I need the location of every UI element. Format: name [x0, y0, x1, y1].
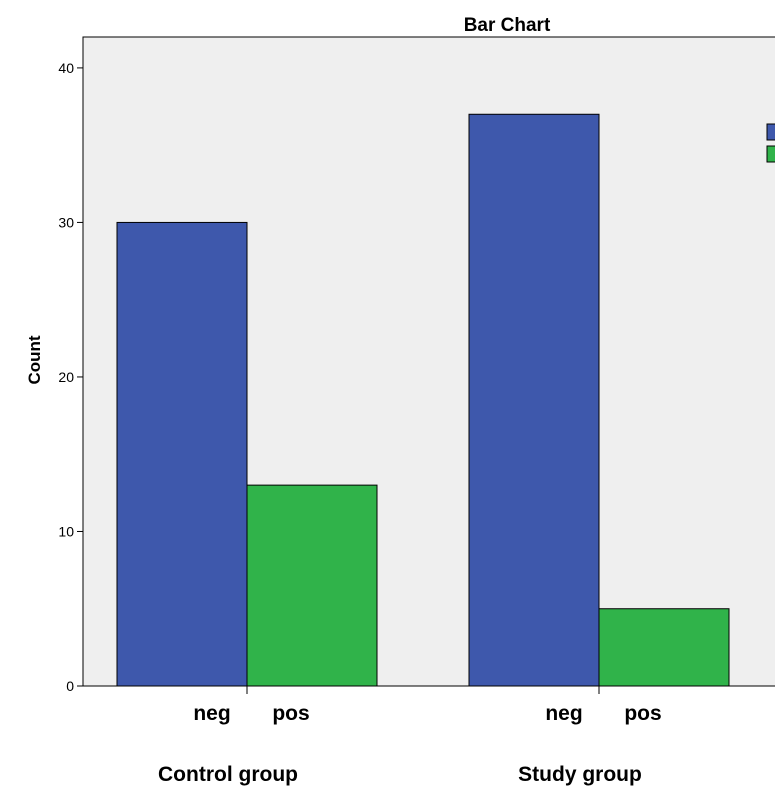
legend	[766, 123, 775, 163]
legend-swatch-pos	[766, 145, 775, 163]
x-category-label: pos	[272, 702, 309, 725]
x-category-label: neg	[193, 702, 230, 725]
x-group-label: Study group	[518, 763, 642, 786]
x-category-label: pos	[624, 702, 661, 725]
y-tick-label: 0	[66, 678, 74, 694]
bar-control-group-pos	[246, 484, 378, 687]
x-group-label: Control group	[158, 763, 298, 786]
x-category-label: neg	[545, 702, 582, 725]
bar-control-group-neg	[116, 221, 248, 687]
bars-layer	[116, 113, 730, 687]
y-tick-label: 30	[58, 214, 74, 230]
y-tick-label: 40	[58, 60, 74, 76]
y-axis-title: Count	[25, 335, 44, 384]
axis-layer: 0 10 20 30 40 neg pos Control group neg pos Study …	[58, 60, 661, 786]
y-tick-label: 10	[58, 523, 74, 539]
legend-swatch-neg	[766, 123, 775, 141]
chart-title: Bar Chart	[464, 15, 551, 36]
bar-study-group-pos	[598, 608, 730, 687]
bar-study-group-neg	[468, 113, 600, 687]
y-tick-label: 20	[58, 369, 74, 385]
